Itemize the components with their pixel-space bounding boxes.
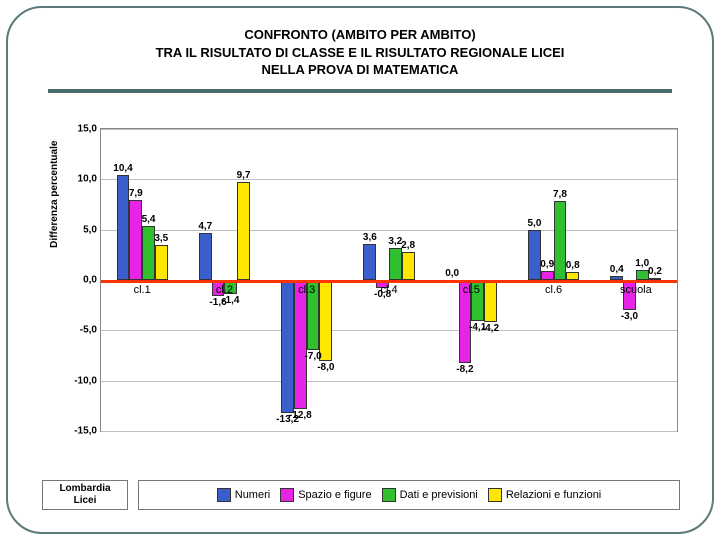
bar [129, 200, 142, 280]
bar-value-label: 9,7 [237, 170, 251, 181]
zero-reference-line [101, 280, 677, 283]
y-tick-label: 15,0 [78, 124, 101, 135]
y-tick-label: -5,0 [80, 325, 101, 336]
legend-swatch [217, 488, 231, 502]
legend-label: Dati e previsioni [400, 489, 478, 501]
legend-swatch [280, 488, 294, 502]
category-label: cl.4 [380, 284, 397, 296]
bar-value-label: 2,8 [401, 240, 415, 251]
chart-container: Differenza percentuale -15,0 -10,0 -5,0 0,0… [44, 124, 684, 454]
bar [294, 280, 307, 409]
y-tick-label: -10,0 [74, 375, 101, 386]
bar [117, 175, 130, 280]
bar-value-label: 0,8 [566, 260, 580, 271]
legend-item: Relazioni e funzioni [488, 488, 601, 502]
region-label-1: Lombardia [43, 483, 127, 495]
bar-value-label: 7,9 [129, 188, 143, 199]
bar-value-label: 0,2 [648, 266, 662, 277]
bar [319, 280, 332, 361]
plot-area: Differenza percentuale -15,0-10,0-5,00,0… [100, 128, 678, 432]
legend: Numeri Spazio e figure Dati e previsioni Re… [138, 480, 680, 510]
bar-value-label: 0,4 [610, 264, 624, 275]
bar-value-label: -8,2 [456, 364, 473, 375]
y-tick-label: 5,0 [83, 224, 101, 235]
category-label: cl.6 [545, 284, 562, 296]
bar [566, 272, 579, 280]
bar-value-label: 3,5 [154, 233, 168, 244]
chart-title: CONFRONTO (AMBITO PER AMBITO) TRA IL RIS… [8, 8, 712, 85]
bar-value-label: 5,0 [527, 218, 541, 229]
bar [541, 271, 554, 280]
title-line-2: TRA IL RISULTATO DI CLASSE E IL RISULTAT… [28, 44, 692, 62]
bar-value-label: 7,8 [553, 189, 567, 200]
title-line-1: CONFRONTO (AMBITO PER AMBITO) [28, 26, 692, 44]
y-tick-label: 10,0 [78, 174, 101, 185]
bar-value-label: 5,4 [142, 214, 156, 225]
bar-value-label: -4,2 [482, 323, 499, 334]
bar-value-label: 3,6 [363, 232, 377, 243]
bar [484, 280, 497, 322]
region-label-box: Lombardia Licei [42, 480, 128, 510]
bar-value-label: 4,7 [198, 221, 212, 232]
grid-line [101, 431, 677, 432]
legend-swatch [488, 488, 502, 502]
bar-value-label: -3,0 [621, 311, 638, 322]
bar-value-label: -12,8 [289, 410, 312, 421]
category-label: scuola [620, 284, 652, 296]
bar [142, 226, 155, 280]
bar [402, 252, 415, 280]
bar [155, 245, 168, 280]
legend-item: Numeri [217, 488, 270, 502]
bar [636, 270, 649, 280]
grid-line [101, 381, 677, 382]
y-tick-label: 0,0 [83, 275, 101, 286]
title-line-3: NELLA PROVA DI MATEMATICA [28, 61, 692, 79]
bar [281, 280, 294, 413]
bar-value-label: 0,0 [445, 268, 459, 279]
bar-value-label: 0,9 [540, 259, 554, 270]
grid-line [101, 230, 677, 231]
grid-line [101, 330, 677, 331]
bar [554, 201, 567, 280]
legend-item: Dati e previsioni [382, 488, 478, 502]
bar [237, 182, 250, 280]
region-label-2: Licei [43, 495, 127, 507]
grid-line [101, 129, 677, 130]
bar [528, 230, 541, 280]
legend-swatch [382, 488, 396, 502]
bar-value-label: -8,0 [317, 362, 334, 373]
category-label: cl.2 [216, 284, 233, 296]
bar-value-label: 10,4 [113, 163, 132, 174]
category-label: cl.5 [463, 284, 480, 296]
bar [199, 233, 212, 280]
category-label: cl.1 [134, 284, 151, 296]
bar [389, 248, 402, 280]
grid-line [101, 179, 677, 180]
y-axis-title: Differenza percentuale [49, 141, 60, 248]
bar [363, 244, 376, 280]
legend-label: Spazio e figure [298, 489, 371, 501]
legend-label: Numeri [235, 489, 270, 501]
y-tick-label: -15,0 [74, 426, 101, 437]
title-underline [48, 89, 672, 93]
legend-item: Spazio e figure [280, 488, 371, 502]
legend-label: Relazioni e funzioni [506, 489, 601, 501]
bar-value-label: -1,4 [222, 295, 239, 306]
category-label: cl.3 [298, 284, 315, 296]
slide-frame: CONFRONTO (AMBITO PER AMBITO) TRA IL RIS… [6, 6, 714, 534]
